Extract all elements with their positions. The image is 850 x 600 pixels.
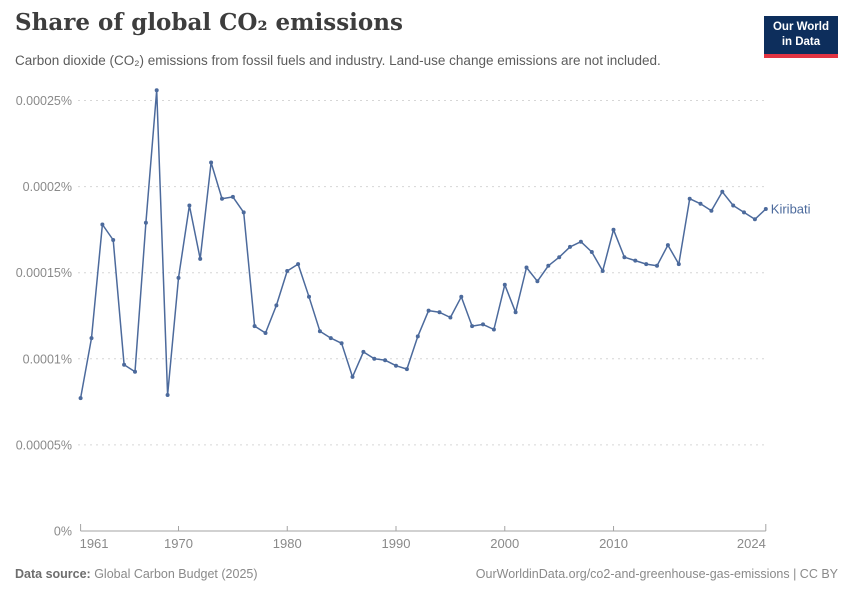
data-point: [676, 262, 681, 267]
data-point: [165, 393, 170, 397]
data-point: [404, 367, 409, 372]
data-point: [328, 336, 333, 341]
data-point: [491, 327, 496, 332]
data-point: [133, 369, 137, 374]
x-tick-label: 1990: [382, 536, 411, 551]
data-point: [470, 324, 475, 329]
series-end-label[interactable]: Kiribati: [771, 201, 811, 216]
data-point: [285, 269, 290, 273]
data-point: [372, 356, 377, 361]
data-point: [633, 258, 638, 263]
data-point: [274, 303, 279, 308]
data-point: [263, 331, 268, 335]
data-point: [709, 208, 714, 213]
data-point: [600, 269, 605, 273]
series-kiribati[interactable]: Kiribati: [78, 88, 811, 401]
chart-subtitle: Carbon dioxide (CO₂) emissions from foss…: [15, 53, 661, 68]
x-tick-label: 2010: [599, 536, 628, 551]
data-point: [589, 250, 594, 254]
data-point: [100, 222, 105, 227]
data-point: [317, 329, 322, 334]
data-source-text: Global Carbon Budget (2025): [90, 567, 258, 581]
data-point: [535, 279, 540, 284]
data-point: [198, 256, 203, 261]
data-source-label: Data source:: [15, 567, 91, 581]
chart-title: Share of global CO₂ emissions: [15, 9, 403, 36]
owid-logo-line1: Our World: [772, 21, 829, 33]
data-point: [481, 322, 485, 327]
data-point: [731, 203, 736, 208]
data-point: [78, 396, 83, 401]
data-point: [459, 294, 464, 299]
x-tick-label: 1961: [80, 536, 109, 551]
data-point: [448, 315, 453, 320]
data-point: [122, 362, 127, 367]
data-point: [687, 196, 692, 201]
y-tick-label: 0%: [54, 525, 72, 539]
data-point: [720, 189, 725, 194]
data-point: [350, 374, 355, 379]
data-point: [742, 210, 746, 215]
data-point: [437, 310, 442, 315]
data-point: [611, 227, 616, 232]
owid-logo[interactable]: Our World in Data: [763, 16, 838, 58]
data-point: [307, 294, 311, 299]
x-axis: 1961 1970 1980 1990 2000 2010 2024: [80, 524, 767, 551]
citation-link[interactable]: OurWorldinData.org/co2-and-greenhouse-ga…: [475, 567, 838, 581]
owid-logo-line2: in Data: [781, 35, 821, 48]
data-point: [578, 239, 583, 244]
data-point: [426, 308, 431, 313]
data-point: [176, 275, 181, 280]
y-tick-label: 0.00005%: [16, 438, 72, 452]
data-point: [524, 265, 529, 270]
data-point: [187, 203, 192, 208]
y-tick-label: 0.00025%: [16, 94, 72, 108]
data-point: [655, 263, 659, 268]
data-point: [111, 238, 116, 242]
data-source-note: Data source: Global Carbon Budget (2025): [15, 567, 258, 581]
data-point: [361, 349, 366, 354]
y-gridlines: [78, 100, 766, 446]
data-point: [394, 363, 398, 368]
x-tick-label: 1970: [164, 536, 193, 551]
data-point: [752, 217, 757, 222]
chart-footer: Data source: Global Carbon Budget (2025)…: [15, 567, 838, 581]
data-point: [296, 262, 301, 267]
data-point: [241, 210, 246, 215]
line-chart-canvas[interactable]: 0% 0.00005% 0.0001% 0.00015% 0.0002% 0.00025%…: [0, 85, 850, 567]
data-point: [698, 201, 703, 206]
data-point: [209, 160, 214, 165]
data-point: [568, 244, 572, 249]
data-point: [154, 88, 159, 93]
data-point: [644, 262, 649, 267]
data-point: [252, 324, 257, 329]
y-tick-label: 0.00015%: [16, 266, 72, 280]
data-point: [763, 207, 768, 211]
data-point: [502, 282, 507, 287]
data-point: [230, 194, 235, 199]
data-point: [383, 358, 388, 363]
y-tick-label: 0.0001%: [23, 352, 72, 366]
data-point: [622, 255, 627, 260]
y-tick-label: 0.0002%: [23, 180, 72, 194]
data-point: [415, 334, 420, 339]
data-point: [546, 263, 551, 268]
data-point: [220, 196, 224, 201]
y-axis-labels: 0% 0.00005% 0.0001% 0.00015% 0.0002% 0.00025%: [16, 94, 72, 539]
data-point: [339, 341, 344, 346]
series-line[interactable]: [79, 89, 767, 399]
data-point: [557, 255, 562, 260]
x-tick-label: 2000: [490, 536, 519, 551]
data-point: [665, 243, 670, 248]
x-tick-label: 2024: [737, 536, 766, 551]
data-point: [89, 336, 94, 341]
x-tick-label: 1980: [273, 536, 302, 551]
data-point: [513, 310, 518, 315]
data-point: [143, 220, 148, 225]
